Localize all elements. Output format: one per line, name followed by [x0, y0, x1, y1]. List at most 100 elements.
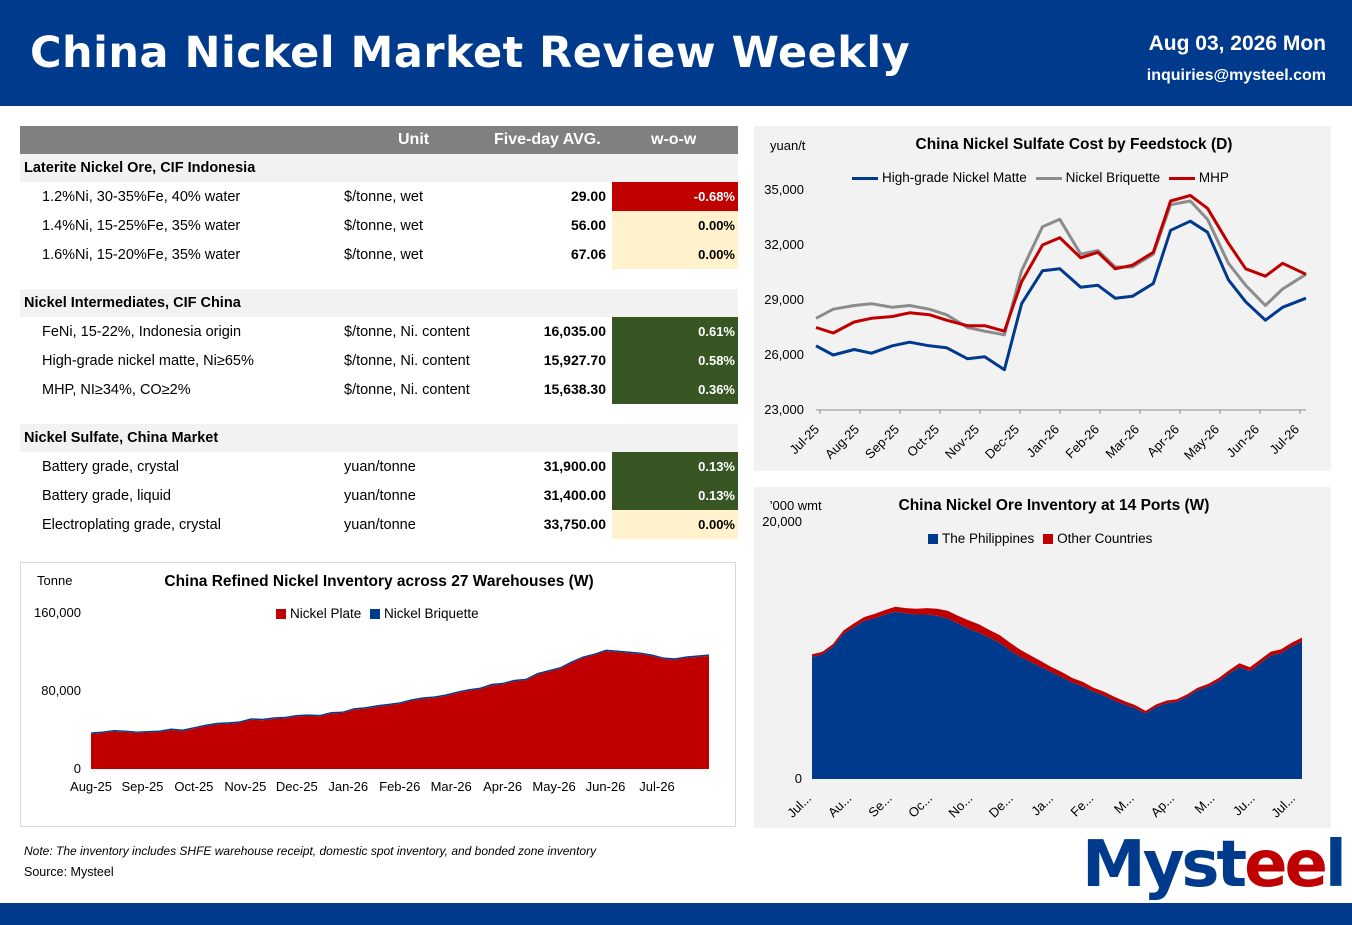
contact-email[interactable]: inquiries@mysteel.com	[1146, 67, 1326, 84]
table-group-header: Nickel Sulfate, China Market	[20, 424, 738, 452]
chart3-x-tick: Mar-26	[431, 779, 472, 794]
row-avg: 67.06	[570, 246, 606, 262]
table-row: FeNi, 15-22%, Indonesia origin $/tonne, N…	[20, 317, 738, 346]
chart2-unit-label: '000 wmt	[770, 498, 822, 513]
chart1-x-tick: Aug-25	[822, 422, 862, 462]
row-wow: 0.58%	[612, 346, 738, 375]
chart1-x-tick: Jul-25	[786, 422, 822, 458]
row-avg: 15,638.30	[543, 381, 606, 397]
footer-bar	[0, 903, 1352, 925]
chart2-x-tick: De...	[986, 791, 1016, 821]
header-banner: China Nickel Market Review Weekly Aug 03…	[0, 0, 1352, 106]
group-title: Nickel Sulfate, China Market	[24, 430, 219, 446]
row-avg: 56.00	[570, 217, 606, 233]
row-avg: 15,927.70	[543, 352, 606, 368]
row-avg: 31,900.00	[543, 458, 606, 474]
table-row: Electroplating grade, crystal yuan/tonne 3…	[20, 510, 738, 539]
chart2-x-tick: M...	[1192, 791, 1218, 817]
chart1-x-tick: Jan-26	[1023, 422, 1062, 461]
chart1-title: China Nickel Sulfate Cost by Feedstock (…	[915, 136, 1233, 153]
chart1-series-1	[815, 199, 1307, 337]
col-avg-header: Five-day AVG.	[494, 131, 601, 148]
row-name: MHP, NI≥34%, CO≥2%	[42, 382, 191, 398]
chart1-x-tick: Dec-25	[982, 422, 1022, 462]
chart2-area-0	[812, 611, 1302, 779]
table-row: 1.6%Ni, 15-20%Fe, 35% water $/tonne, wet 6…	[20, 240, 738, 269]
row-name: Battery grade, crystal	[42, 459, 179, 475]
row-unit: $/tonne, Ni. content	[344, 324, 470, 340]
chart3-unit-label: Tonne	[37, 573, 73, 588]
refined-inventory-chart: Tonne China Refined Nickel Inventory acr…	[20, 562, 736, 827]
row-wow: 0.13%	[612, 452, 738, 481]
chart2-legend-philippines: The Philippines	[928, 531, 1034, 546]
col-wow-header: w-o-w	[651, 131, 697, 148]
row-unit: $/tonne, wet	[344, 247, 423, 263]
chart1-y-tick: 32,000	[764, 237, 804, 252]
chart3-y-tick: 0	[74, 761, 81, 776]
chart1-unit-label: yuan/t	[770, 138, 806, 153]
chart3-y-tick: 160,000	[34, 605, 81, 620]
chart3-x-tick: Jun-26	[586, 779, 626, 794]
sulfate-cost-chart: yuan/t China Nickel Sulfate Cost by Feed…	[754, 126, 1331, 471]
table-row: 1.4%Ni, 15-25%Fe, 35% water $/tonne, wet 5…	[20, 211, 738, 240]
page-title: China Nickel Market Review Weekly	[30, 28, 911, 78]
chart2-x-tick: Ja...	[1028, 791, 1056, 819]
chart1-x-tick: Nov-25	[942, 422, 982, 462]
row-unit: yuan/tonne	[344, 488, 416, 504]
chart3-y-tick: 80,000	[41, 683, 81, 698]
chart3-area-0	[91, 651, 709, 769]
chart3-x-tick: Nov-25	[224, 779, 266, 794]
table-row: Battery grade, crystal yuan/tonne 31,900.0…	[20, 452, 738, 481]
chart3-x-tick: Apr-26	[483, 779, 522, 794]
chart2-title: China Nickel Ore Inventory at 14 Ports (…	[898, 497, 1210, 514]
table-group-header: Nickel Intermediates, CIF China	[20, 289, 738, 317]
chart1-legend-briquette: Nickel Briquette	[1035, 170, 1160, 185]
chart3-x-tick: May-26	[532, 779, 575, 794]
table-row: MHP, NI≥34%, CO≥2% $/tonne, Ni. content 15…	[20, 375, 738, 404]
inventory-note: Note: The inventory includes SHFE wareho…	[24, 844, 597, 858]
chart3-legend-plate: Nickel Plate	[276, 606, 361, 621]
chart1-y-tick: 29,000	[764, 292, 804, 307]
chart3-legend: Nickel Plate Nickel Briquette	[276, 606, 484, 621]
group-gap	[20, 269, 738, 289]
chart2-x-tick: Ap...	[1148, 791, 1178, 821]
chart2-x-tick: Au...	[825, 791, 855, 821]
col-unit-header: Unit	[398, 131, 430, 148]
chart1-series-2	[815, 194, 1307, 335]
chart3-title: China Refined Nickel Inventory across 27…	[164, 573, 594, 590]
row-name: 1.6%Ni, 15-20%Fe, 35% water	[42, 247, 241, 263]
chart2-y-tick: 0	[795, 771, 802, 786]
chart1-x-tick: Sep-25	[862, 422, 902, 462]
chart2-y-tick: 20,000	[762, 514, 802, 529]
row-avg: 33,750.00	[543, 516, 606, 532]
chart1-x-tick: Jul-26	[1266, 422, 1302, 458]
chart1-series-0	[815, 219, 1307, 372]
chart2-x-tick: Fe...	[1067, 791, 1096, 820]
chart1-x-tick: Feb-26	[1062, 422, 1102, 462]
report-date: Aug 03, 2026 Mon	[1148, 32, 1326, 55]
row-unit: $/tonne, Ni. content	[344, 382, 470, 398]
chart2-x-tick: Ju...	[1230, 791, 1258, 819]
row-unit: yuan/tonne	[344, 517, 416, 533]
chart1-x-tick: Jun-26	[1223, 422, 1262, 461]
chart1-x-tick: May-26	[1181, 422, 1222, 463]
row-name: 1.4%Ni, 15-25%Fe, 35% water	[42, 218, 241, 234]
row-name: FeNi, 15-22%, Indonesia origin	[42, 324, 242, 340]
group-title: Nickel Intermediates, CIF China	[24, 295, 241, 311]
table-group-header: Laterite Nickel Ore, CIF Indonesia	[20, 154, 738, 182]
chart1-x-tick: Mar-26	[1102, 422, 1142, 462]
chart3-x-tick: Aug-25	[70, 779, 112, 794]
row-unit: $/tonne, wet	[344, 189, 423, 205]
row-wow: 0.00%	[612, 211, 738, 240]
row-wow: 0.00%	[612, 510, 738, 539]
chart2-plot: 0 20,000 Jul... Au... Se... Oc... No... De... Ja…	[762, 514, 1302, 821]
mysteel-logo: Mysteel	[1082, 828, 1347, 902]
chart2-x-tick: Jul...	[1268, 791, 1298, 821]
table-row: High-grade nickel matte, Ni≥65% $/tonne, …	[20, 346, 738, 375]
chart2-x-tick: M...	[1111, 791, 1137, 817]
chart2-legend: The Philippines Other Countries	[928, 531, 1157, 546]
chart1-y-tick: 26,000	[764, 347, 804, 362]
chart2-x-tick: Oc...	[905, 791, 935, 821]
chart3-x-tick: Jan-26	[328, 779, 368, 794]
row-unit: $/tonne, wet	[344, 218, 423, 234]
